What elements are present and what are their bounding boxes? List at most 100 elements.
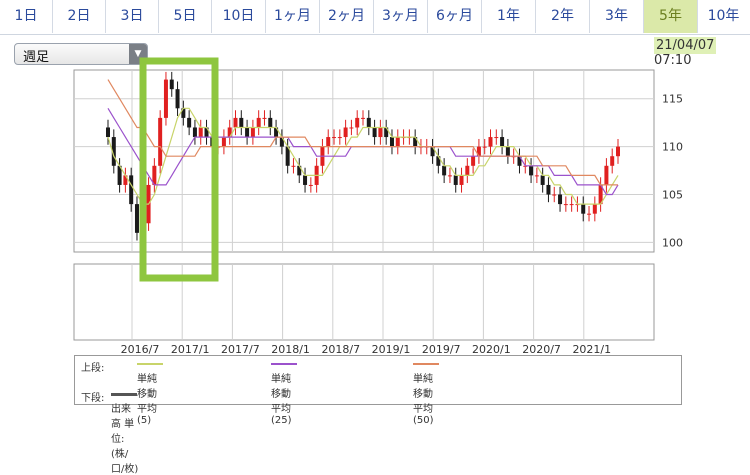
legend-sma50-line	[413, 363, 439, 365]
candle-body	[598, 184, 603, 205]
candle-body	[152, 165, 157, 185]
candle-body	[436, 156, 441, 166]
candle-body	[587, 213, 592, 215]
legend-upper-label: 上段:	[81, 363, 105, 374]
legend-volume: 出来高 単位:(株/口/枚)	[111, 389, 140, 475]
legend-sma25: 単純移動平均(25)	[271, 359, 300, 426]
tab-3[interactable]: 3日	[106, 0, 159, 33]
candle-body	[204, 127, 209, 138]
candle-body	[569, 204, 574, 206]
candle-body	[187, 117, 192, 128]
candle-body	[308, 184, 313, 186]
y-tick-label: 105	[662, 189, 683, 202]
tab-2[interactable]: 2日	[53, 0, 106, 33]
tab-7[interactable]: 2ヶ月	[320, 0, 374, 33]
period-tabs: 1日 2日 3日 5日 10日 1ヶ月 2ヶ月 3ヶ月 6ヶ月 1年 2年 3年 5年 10年	[0, 0, 750, 35]
candle-body	[389, 137, 394, 147]
period-select-value: 週足	[23, 50, 50, 65]
candle-body	[413, 137, 418, 147]
candle-body	[604, 165, 609, 185]
y-tick-label: 110	[662, 141, 683, 154]
legend-upper-row: 上段: 単純移動平均(5) 単純移動平均(25) 単純移動平均(50)	[81, 359, 439, 426]
candle-body	[430, 146, 435, 157]
candle-body	[198, 127, 203, 138]
candle-body	[529, 165, 534, 176]
x-tick-label: 2020/1	[472, 343, 511, 356]
candle-body	[256, 117, 261, 128]
candle-body	[563, 204, 568, 206]
tab-13[interactable]: 5年	[644, 0, 698, 33]
price-chart: 2016/7 2017/1 2017/7 2018/1 2018/7 2019/1 2019…	[73, 57, 683, 356]
candle-body	[192, 127, 197, 138]
candle-body	[355, 117, 360, 128]
candle-body	[181, 108, 186, 118]
x-tick-label: 2017/1	[171, 343, 210, 356]
tab-8[interactable]: 3ヶ月	[374, 0, 428, 33]
legend-sma5-text: 単純移動平均(5)	[137, 374, 157, 426]
candle-body	[343, 127, 348, 138]
x-tick-label: 2017/7	[221, 343, 260, 356]
x-tick-label: 2018/7	[321, 343, 360, 356]
candle-body	[349, 127, 354, 129]
legend-lower-label: 下段:	[81, 393, 105, 404]
candle-body	[505, 146, 510, 157]
candle-body	[326, 137, 331, 147]
candle-body	[465, 165, 470, 176]
legend-sma50: 単純移動平均(50)	[413, 359, 442, 426]
candle-body	[163, 79, 168, 118]
legend-lower-row: 下段: 出来高 単位:(株/口/枚)	[81, 389, 138, 475]
x-tick-label: 2019/1	[372, 343, 411, 356]
candle-body	[476, 146, 481, 157]
candle-body	[482, 146, 487, 148]
timestamp-time: 07:10	[654, 53, 692, 68]
candle-body	[442, 165, 447, 176]
tab-6[interactable]: 1ヶ月	[266, 0, 320, 33]
candle-body	[106, 127, 110, 138]
candle-body	[459, 175, 464, 185]
timestamp: 21/04/07 07:10	[654, 37, 750, 68]
candle-body	[447, 175, 452, 177]
timestamp-date: 21/04/07	[654, 37, 717, 54]
legend-sma5-line	[137, 363, 163, 365]
legend: 上段: 単純移動平均(5) 単純移動平均(25) 単純移動平均(50) 下段: …	[74, 355, 682, 475]
candle-body	[546, 184, 551, 195]
tab-10[interactable]: 1年	[482, 0, 536, 33]
candle-body	[366, 117, 371, 128]
candle-body	[395, 137, 400, 147]
tab-12[interactable]: 3年	[590, 0, 644, 33]
candle-body	[134, 204, 139, 233]
tab-1[interactable]: 1日	[0, 0, 53, 33]
candle-body	[111, 137, 116, 166]
candle-body	[175, 89, 180, 109]
tab-14[interactable]: 10年	[707, 8, 740, 24]
candle-body	[616, 146, 620, 157]
legend-sma50-text: 単純移動平均(50)	[413, 374, 434, 426]
candle-body	[488, 137, 493, 147]
legend-volume-line	[111, 392, 137, 396]
period-select[interactable]: 週足 ▼	[14, 43, 148, 65]
candle-body	[552, 194, 557, 196]
candle-body	[471, 156, 476, 166]
candle-body	[303, 175, 308, 185]
sma50-line	[107, 79, 618, 186]
candle-body	[517, 156, 522, 166]
tab-4[interactable]: 5日	[159, 0, 212, 33]
candle-body	[239, 117, 244, 128]
candle-body	[558, 194, 563, 205]
tab-5[interactable]: 10日	[212, 0, 266, 33]
candle-body	[169, 79, 174, 90]
candle-body	[581, 204, 586, 214]
candle-body	[221, 137, 226, 147]
tab-9[interactable]: 6ヶ月	[428, 0, 482, 33]
candle-body	[500, 137, 505, 147]
candle-body	[158, 117, 163, 166]
candle-body	[384, 127, 389, 138]
tab-11[interactable]: 2年	[536, 0, 590, 33]
candle-body	[378, 127, 383, 138]
candle-body	[494, 137, 499, 139]
candle-body	[129, 175, 134, 205]
legend-volume-text: 出来高 単位:(株/口/枚)	[111, 404, 139, 475]
candle-body	[592, 204, 597, 214]
candle-body	[361, 117, 365, 119]
y-tick-label: 115	[662, 93, 683, 106]
